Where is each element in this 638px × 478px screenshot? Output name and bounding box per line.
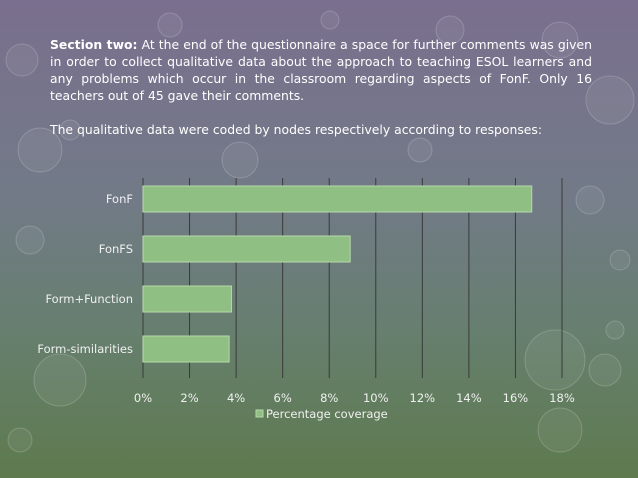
x-tick-label: 2% [180,391,198,405]
bar [142,335,230,363]
x-tick-label: 12% [410,391,436,405]
section-paragraph: Section two: At the end of the questionn… [50,36,592,104]
section-label: Section two: [50,37,138,52]
coding-paragraph: The qualitative data were coded by nodes… [50,122,543,137]
x-tick-label: 10% [363,391,389,405]
category-label: Form+Function [45,292,133,306]
x-tick-label: 14% [456,391,482,405]
bar [142,285,232,313]
bar [142,235,351,263]
section-text: At the end of the questionnaire a space … [50,37,592,103]
x-tick-label: 4% [227,391,245,405]
x-tick-label: 16% [503,391,529,405]
x-tick-label: 0% [134,391,152,405]
legend-label: Percentage coverage [266,407,388,421]
bar [142,185,533,213]
category-label: Form-similarities [37,342,133,356]
x-tick-label: 8% [320,391,338,405]
slide-text: Section two: At the end of the questionn… [50,36,592,155]
legend-swatch [255,409,264,418]
x-tick-label: 6% [274,391,292,405]
x-tick-label: 18% [549,391,575,405]
category-label: FonFS [99,242,133,256]
category-label: FonF [106,192,133,206]
